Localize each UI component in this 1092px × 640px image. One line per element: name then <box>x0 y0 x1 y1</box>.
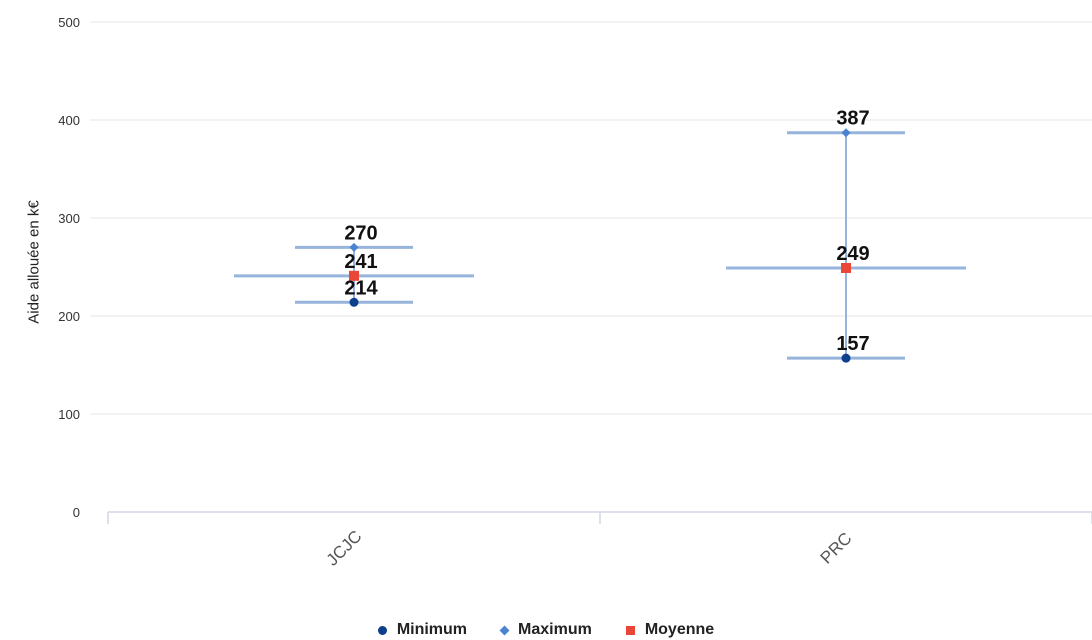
diamond-icon <box>499 625 510 635</box>
y-axis-label: Aide allouée en k€ <box>25 200 43 324</box>
maximum-point <box>349 242 359 252</box>
legend-label-maximum: Maximum <box>518 621 592 638</box>
y-tick-label: 200 <box>58 309 80 324</box>
legend-label-minimum: Minimum <box>396 621 468 638</box>
minimum-point <box>349 297 359 307</box>
y-tick-label: 100 <box>58 407 80 422</box>
legend-item-minimum[interactable]: Minimum <box>377 621 468 639</box>
legend-item-maximum[interactable]: Maximum <box>499 621 592 639</box>
x-tick-label: JCJC <box>323 527 366 570</box>
maximum-data-label: 270 <box>344 222 377 244</box>
circle-icon <box>377 625 387 635</box>
x-tick-label: PRC <box>817 529 856 568</box>
legend-item-moyenne[interactable]: Moyenne <box>625 621 715 639</box>
maximum-point <box>841 128 851 138</box>
y-tick-label: 0 <box>73 505 80 520</box>
moyenne-point <box>841 262 851 273</box>
maximum-data-label: 387 <box>836 108 869 130</box>
minimum-data-label: 214 <box>344 277 378 299</box>
moyenne-data-label: 241 <box>344 251 377 273</box>
y-tick-label: 500 <box>58 15 80 30</box>
minimum-data-label: 157 <box>836 333 869 355</box>
moyenne-point <box>349 270 359 281</box>
minimum-point <box>841 353 851 363</box>
legend-label-moyenne: Moyenne <box>644 621 715 638</box>
chart-legend: Minimum Maximum Moyenne <box>0 620 1092 640</box>
y-tick-label: 400 <box>58 113 80 128</box>
square-icon <box>625 625 635 635</box>
y-tick-label: 300 <box>58 211 80 226</box>
moyenne-data-label: 249 <box>836 243 869 265</box>
